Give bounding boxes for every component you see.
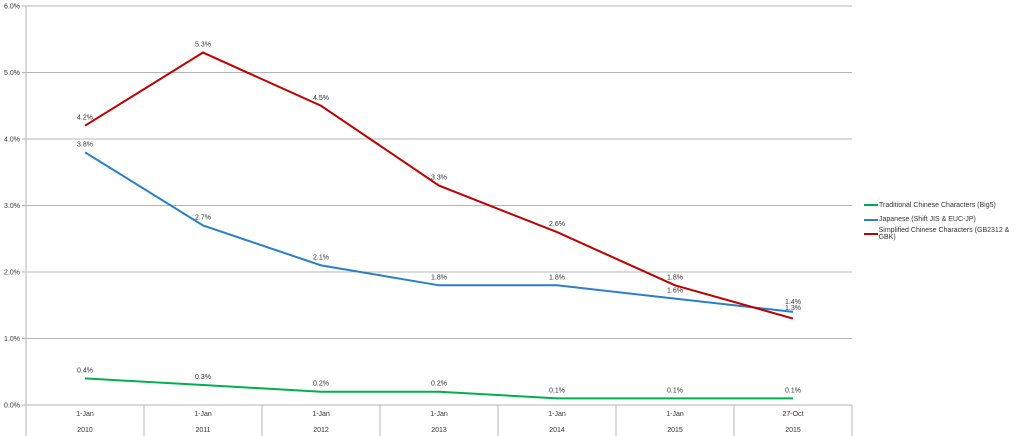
data-label: 0.1% (549, 387, 565, 394)
legend-label: Traditional Chinese Characters (Big5) (879, 201, 996, 209)
x-tick-label-day: 1-Jan (548, 411, 566, 418)
data-label: 5.3% (195, 42, 211, 49)
data-label: 4.2% (77, 115, 93, 122)
data-label: 0.1% (785, 387, 801, 394)
data-label: 1.4% (785, 299, 801, 306)
legend-label: Japanese (Shift JIS & EUC-JP) (879, 216, 976, 224)
legend-swatch (864, 233, 878, 236)
data-label: 3.3% (431, 175, 447, 182)
data-label: 1.8% (549, 274, 565, 281)
x-tick-label-year: 2010 (77, 427, 93, 434)
data-label: 1.8% (431, 274, 447, 281)
data-label: 0.2% (431, 381, 447, 388)
x-tick-label-year: 2015 (785, 427, 801, 434)
y-tick-label: 5.0% (4, 70, 20, 77)
data-label: 3.8% (77, 141, 93, 148)
x-tick-label-day: 1-Jan (312, 411, 330, 418)
x-tick-label-day: 1-Jan (430, 411, 448, 418)
data-label: 0.2% (313, 381, 329, 388)
legend-swatch (864, 204, 878, 207)
data-label: 1.3% (785, 305, 801, 312)
legend-swatch (864, 218, 878, 221)
y-tick-label: 2.0% (4, 270, 20, 277)
data-label: 0.1% (667, 387, 683, 394)
legend-label: Simplified Chinese Characters (GB2312 & … (878, 227, 1010, 242)
data-label: 0.3% (195, 374, 211, 381)
data-label: 2.1% (313, 254, 329, 261)
x-tick-label-year: 2012 (313, 427, 329, 434)
data-label: 1.6% (667, 288, 683, 295)
x-tick-label-year: 2015 (667, 427, 683, 434)
y-tick-label: 6.0% (4, 4, 20, 11)
x-tick-label-day: 1-Jan (194, 411, 212, 418)
x-tick-label-year: 2011 (195, 427, 210, 434)
data-label: 1.8% (667, 274, 683, 281)
y-tick-label: 1.0% (4, 336, 20, 343)
data-label: 2.7% (195, 214, 211, 221)
x-tick-label-day: 27-Oct (782, 411, 803, 418)
y-tick-label: 3.0% (4, 203, 20, 210)
x-tick-label-day: 1-Jan (76, 411, 94, 418)
legend-item: Traditional Chinese Characters (Big5) (864, 198, 1024, 213)
legend: Traditional Chinese Characters (Big5) Jap… (864, 198, 1024, 242)
x-tick-label-year: 2014 (549, 427, 565, 434)
y-tick-label: 0.0% (4, 403, 20, 410)
data-label: 0.4% (77, 367, 93, 374)
x-tick-label-year: 2013 (431, 427, 447, 434)
legend-item: Simplified Chinese Characters (GB2312 & … (864, 227, 1024, 242)
data-label: 4.5% (313, 95, 329, 102)
data-label: 2.6% (549, 221, 565, 228)
legend-item: Japanese (Shift JIS & EUC-JP) (864, 213, 1024, 228)
y-tick-label: 4.0% (4, 137, 20, 144)
x-tick-label-day: 1-Jan (666, 411, 684, 418)
